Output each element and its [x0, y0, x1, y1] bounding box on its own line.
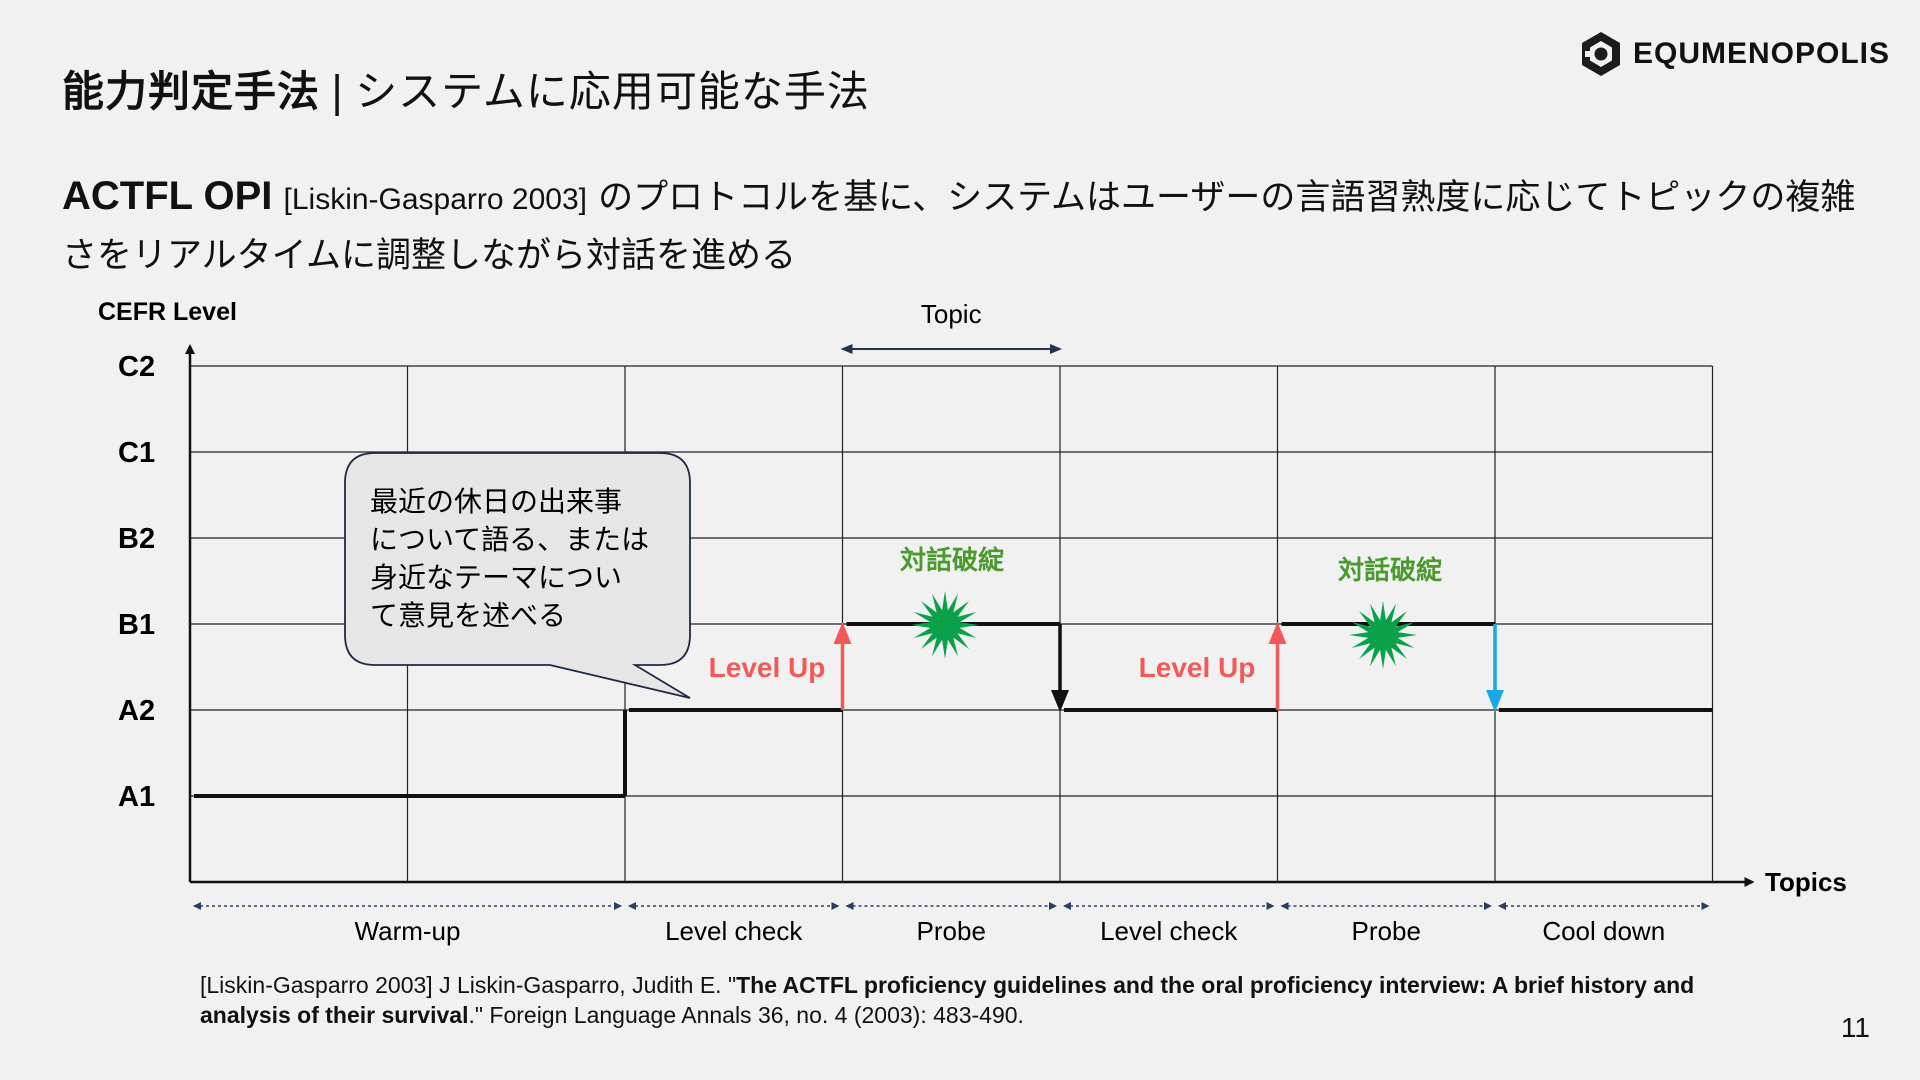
proficiency-diagram: CEFR Level Topics A1 A2 B1 B2 C1 C2 Topic Warm-u… — [98, 298, 1847, 946]
level-down-arrow-head — [1051, 690, 1069, 712]
phase-label: Cool down — [1542, 916, 1665, 946]
reference-suffix: ." Foreign Language Annals 36, no. 4 (20… — [468, 1002, 1024, 1028]
x-axis-title: Topics — [1765, 867, 1847, 897]
breakdown-burst-icon — [911, 591, 979, 659]
reference-prefix: [Liskin-Gasparro 2003] J Liskin-Gasparro… — [200, 972, 737, 998]
description-citation: [Liskin-Gasparro 2003] — [283, 183, 588, 216]
y-axis-title: CEFR Level — [98, 298, 237, 326]
page-number: 11 — [1840, 1012, 1870, 1043]
level-up-arrow-head — [833, 622, 852, 644]
description-text: のプロトコルを基に、システムはユーザーの言語習熟度に応じてトピックの複雑さをリア… — [62, 178, 1856, 276]
hexagon-logo-icon — [1581, 32, 1620, 76]
speech-bubble-line: 身近なテーマについ — [370, 561, 622, 594]
level-up-label: Level Up — [709, 652, 826, 683]
reference-title: The ACTFL proficiency guidelines and the… — [200, 972, 1695, 1028]
breakdown-label: 対話破綻 — [1338, 555, 1443, 586]
logo-wordmark: EQUMENOPOLIS — [1632, 37, 1890, 70]
events: Level Up Level Up 対話破綻 対話破綻 — [709, 545, 1504, 712]
axes: CEFR Level Topics A1 A2 B1 B2 C1 C2 Topic — [98, 298, 1847, 897]
topic-label: Topic — [921, 299, 982, 329]
page-title: 能力判定手法 | システムに応用可能な手法 — [62, 58, 870, 119]
level-up-label: Level Up — [1139, 652, 1256, 683]
level-up-arrow-head — [1268, 622, 1287, 644]
phase-markers: Warm-up Level check Probe Level check Probe C… — [193, 902, 1710, 946]
level-tick-a2: A2 — [118, 695, 155, 727]
phase-label: Level check — [1100, 916, 1238, 946]
phase-label: Warm-up — [355, 916, 461, 946]
level-tick-b1: B1 — [118, 609, 155, 641]
breakdown-burst-icon — [1349, 601, 1417, 669]
level-tick-b2: B2 — [118, 523, 155, 555]
level-tick-c1: C1 — [118, 437, 155, 469]
description: ACTFL OPI [Liskin-Gasparro 2003] のプロトコルを… — [62, 168, 1862, 284]
level-tick-a1: A1 — [118, 781, 155, 813]
brand-logo: EQUMENOPOLIS — [1579, 30, 1890, 78]
speech-bubble — [344, 452, 691, 699]
speech-bubble-line: について語る、または — [370, 523, 649, 556]
title-separator: | — [330, 67, 346, 116]
reference-note: [Liskin-Gasparro 2003] J Liskin-Gasparro… — [200, 970, 1720, 1030]
phase-label: Probe — [1352, 916, 1421, 946]
breakdown-label: 対話破綻 — [900, 545, 1005, 576]
speech-bubble-line: て意見を述べる — [370, 599, 566, 632]
level-down-arrow-blue-head — [1486, 690, 1504, 712]
speech-bubble-line: 最近の休日の出来事 — [370, 485, 622, 518]
description-highlight: ACTFL OPI — [62, 174, 273, 218]
title-sub: システムに応用可能な手法 — [355, 67, 870, 116]
level-tick-c2: C2 — [118, 351, 155, 383]
title-main: 能力判定手法 — [62, 67, 321, 116]
phase-label: Probe — [917, 916, 986, 946]
phase-label: Level check — [665, 916, 803, 946]
